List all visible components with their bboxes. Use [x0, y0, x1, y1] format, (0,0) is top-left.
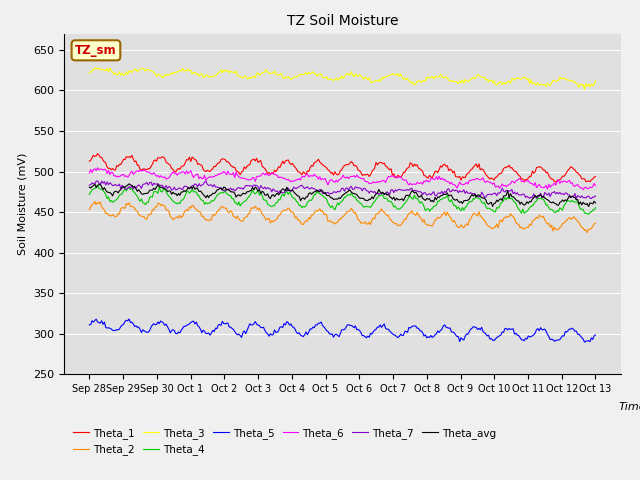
Theta_avg	[585, 204, 593, 209]
Theta_5	[86, 322, 93, 328]
Theta_2	[502, 215, 510, 220]
Theta_avg	[175, 191, 182, 196]
Theta_6	[290, 178, 298, 184]
Theta_3	[290, 74, 298, 80]
Theta_1	[591, 174, 599, 180]
Y-axis label: Soil Moisture (mV): Soil Moisture (mV)	[17, 153, 28, 255]
Theta_avg	[284, 188, 292, 193]
Theta_2	[584, 230, 591, 236]
Theta_1	[93, 151, 101, 156]
Theta_4	[290, 195, 298, 201]
Theta_5	[125, 316, 133, 322]
Theta_1	[290, 163, 298, 168]
Theta_3	[93, 65, 101, 71]
Theta_5	[527, 334, 535, 339]
Theta_3	[175, 69, 182, 74]
Theta_6	[93, 165, 101, 171]
Theta_2	[591, 220, 599, 226]
Theta_4	[502, 197, 510, 203]
Theta_7	[290, 184, 298, 190]
Theta_6	[502, 184, 510, 190]
Theta_3	[284, 74, 292, 80]
Theta_4	[284, 192, 292, 197]
Theta_3	[527, 77, 535, 83]
Theta_5	[591, 332, 599, 338]
Theta_5	[175, 329, 182, 335]
Theta_7	[284, 185, 292, 191]
Theta_6	[456, 179, 463, 185]
Line: Theta_1: Theta_1	[90, 154, 595, 182]
Line: Theta_avg: Theta_avg	[90, 184, 595, 206]
Theta_3	[502, 81, 510, 86]
Line: Theta_2: Theta_2	[90, 202, 595, 233]
Line: Theta_6: Theta_6	[90, 168, 595, 190]
Theta_3	[591, 78, 599, 84]
Line: Theta_3: Theta_3	[90, 68, 595, 90]
Line: Theta_4: Theta_4	[90, 185, 595, 215]
Theta_6	[579, 187, 587, 192]
Line: Theta_5: Theta_5	[90, 319, 595, 342]
Theta_7	[588, 196, 595, 202]
Theta_5	[502, 325, 510, 331]
Theta_5	[284, 320, 292, 325]
X-axis label: Time: Time	[618, 402, 640, 412]
Theta_6	[591, 183, 599, 189]
Theta_4	[591, 205, 599, 211]
Text: TZ_sm: TZ_sm	[75, 44, 116, 57]
Theta_7	[86, 182, 93, 188]
Theta_5	[580, 339, 588, 345]
Theta_4	[527, 203, 535, 209]
Theta_1	[456, 174, 463, 180]
Theta_6	[86, 170, 93, 176]
Theta_6	[527, 180, 535, 186]
Theta_4	[175, 200, 182, 205]
Theta_4	[585, 212, 593, 217]
Theta_avg	[591, 200, 599, 206]
Theta_1	[175, 166, 182, 171]
Theta_4	[93, 182, 101, 188]
Theta_2	[91, 199, 99, 204]
Theta_1	[86, 158, 93, 164]
Theta_7	[456, 188, 463, 193]
Theta_7	[175, 185, 182, 191]
Theta_1	[284, 157, 292, 163]
Theta_2	[527, 222, 535, 228]
Theta_7	[93, 178, 101, 184]
Theta_5	[456, 339, 463, 345]
Theta_4	[456, 206, 463, 212]
Theta_avg	[527, 199, 535, 204]
Theta_avg	[290, 189, 298, 195]
Theta_avg	[86, 184, 93, 190]
Theta_2	[284, 205, 292, 211]
Theta_3	[86, 70, 93, 76]
Theta_2	[290, 210, 298, 216]
Theta_2	[456, 224, 463, 230]
Title: TZ Soil Moisture: TZ Soil Moisture	[287, 14, 398, 28]
Theta_7	[527, 194, 535, 200]
Theta_7	[591, 193, 599, 199]
Theta_1	[552, 179, 559, 185]
Theta_1	[527, 173, 535, 179]
Theta_avg	[502, 192, 510, 198]
Theta_avg	[456, 200, 463, 205]
Line: Theta_7: Theta_7	[90, 181, 595, 199]
Legend: Theta_1, Theta_2, Theta_3, Theta_4, Theta_5, Theta_6, Theta_7, Theta_avg: Theta_1, Theta_2, Theta_3, Theta_4, Thet…	[69, 424, 500, 459]
Theta_6	[175, 170, 182, 176]
Theta_1	[502, 165, 510, 170]
Theta_3	[580, 87, 588, 93]
Theta_3	[456, 79, 463, 84]
Theta_4	[86, 192, 93, 197]
Theta_7	[502, 188, 510, 193]
Theta_avg	[125, 181, 133, 187]
Theta_2	[175, 215, 182, 221]
Theta_2	[86, 207, 93, 213]
Theta_6	[284, 177, 292, 182]
Theta_5	[290, 324, 298, 330]
